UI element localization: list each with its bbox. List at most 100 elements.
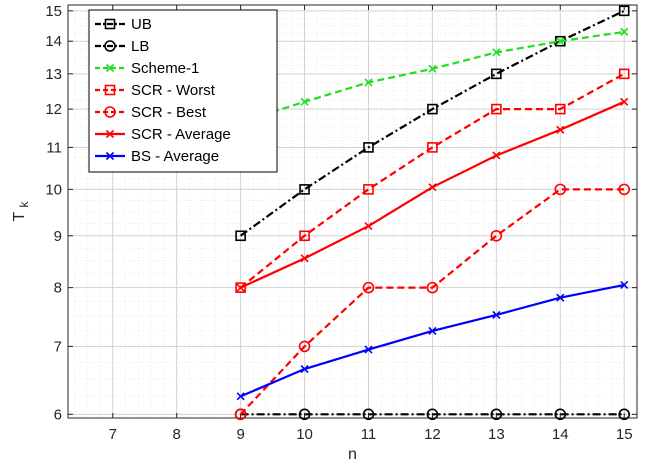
data-point-ub xyxy=(618,5,630,17)
data-point-scheme-1 xyxy=(492,48,501,57)
legend-swatch-marker xyxy=(105,63,115,73)
data-point-scr-average xyxy=(300,254,309,263)
series-scr-best xyxy=(234,183,631,421)
data-point-scheme-1 xyxy=(620,27,629,36)
data-point-ub xyxy=(299,184,310,195)
y-axis-label-main: T xyxy=(11,211,28,221)
y-tick-label: 8 xyxy=(54,280,62,297)
legend-label: SCR - Best xyxy=(131,104,207,121)
data-point-lb xyxy=(298,408,311,421)
legend-label: BS - Average xyxy=(131,148,219,165)
x-axis-label: n xyxy=(348,446,357,463)
legend-item: BS - Average xyxy=(95,148,219,165)
y-tick-label: 9 xyxy=(54,228,62,245)
data-point-scr-worst xyxy=(618,68,630,80)
data-point-scr-average xyxy=(236,283,245,292)
data-point-scr-best xyxy=(426,281,439,294)
series-bs-average xyxy=(236,280,629,401)
data-point-scr-best xyxy=(618,183,631,196)
data-point-scheme-1 xyxy=(556,37,565,46)
y-axis-label: T k xyxy=(11,201,31,222)
axis-ticks xyxy=(68,5,637,418)
data-point-ub xyxy=(363,142,374,153)
data-point-scr-best xyxy=(234,408,247,421)
legend-swatch-marker xyxy=(104,40,116,52)
x-tick-label: 11 xyxy=(361,426,377,443)
series-line-scr-worst xyxy=(239,72,625,289)
legend-item: SCR - Worst xyxy=(95,82,216,99)
y-tick-label: 10 xyxy=(45,181,62,198)
data-point-ub xyxy=(427,103,438,115)
data-point-bs-average xyxy=(236,392,245,401)
data-point-lb xyxy=(426,408,439,421)
data-point-bs-average xyxy=(364,345,373,354)
y-axis-label-subscript: k xyxy=(17,201,31,208)
data-point-scr-average xyxy=(364,222,373,231)
data-point-bs-average xyxy=(428,326,437,336)
legend: UB LB Scheme-1 SCR - Worst SCR - Best SCR - A… xyxy=(88,9,278,173)
y-tick-label: 6 xyxy=(54,406,62,423)
data-point-scr-average xyxy=(556,125,565,134)
x-tick-label: 10 xyxy=(296,426,313,443)
y-tick-label: 14 xyxy=(45,33,62,50)
data-point-scr-average xyxy=(620,97,629,106)
data-point-scr-average xyxy=(428,183,437,192)
legend-item: Scheme-1 xyxy=(95,60,199,77)
series-line-scr-best xyxy=(239,188,625,416)
data-point-lb xyxy=(362,408,375,421)
x-tick-label: 13 xyxy=(488,426,505,443)
legend-label: SCR - Average xyxy=(131,126,231,143)
data-point-scr-worst xyxy=(554,103,566,115)
series-scr-average xyxy=(236,97,629,292)
data-point-scr-worst xyxy=(363,184,374,195)
x-tick-labels: 7 8 9 10 11 12 13 14 15 xyxy=(109,426,633,443)
data-point-ub xyxy=(235,230,246,242)
legend-item: SCR - Best xyxy=(95,104,207,121)
x-tick-label: 15 xyxy=(616,426,633,443)
data-point-lb xyxy=(554,408,567,421)
legend-label: Scheme-1 xyxy=(131,60,199,77)
series-scr-worst xyxy=(235,68,630,293)
data-point-scheme-1 xyxy=(300,97,309,106)
data-point-scr-worst xyxy=(427,142,438,153)
data-point-ub xyxy=(491,68,502,80)
data-point-scr-best xyxy=(490,229,503,242)
legend-swatch-marker xyxy=(105,151,115,161)
data-point-scr-best xyxy=(298,340,311,353)
data-point-scr-best xyxy=(554,183,567,196)
data-point-scr-best xyxy=(362,281,375,294)
y-tick-labels: 6 7 8 9 10 11 12 13 14 15 xyxy=(45,3,62,423)
data-point-lb xyxy=(490,408,503,421)
data-point-bs-average xyxy=(556,293,565,302)
y-tick-label: 15 xyxy=(45,3,62,20)
series-lb xyxy=(234,408,631,421)
x-tick-label: 12 xyxy=(424,426,441,443)
y-tick-label: 11 xyxy=(46,139,62,156)
x-tick-label: 9 xyxy=(236,426,244,443)
plot-frame xyxy=(67,4,638,419)
y-tick-label: 7 xyxy=(54,338,62,355)
data-point-scheme-1 xyxy=(428,64,437,73)
data-point-scr-worst xyxy=(235,282,246,293)
data-point-scr-worst xyxy=(491,103,502,115)
legend-swatch-marker xyxy=(104,18,116,30)
data-point-bs-average xyxy=(492,310,501,319)
series-layer xyxy=(234,5,631,421)
x-tick-label: 8 xyxy=(173,426,181,443)
x-tick-label: 14 xyxy=(552,426,569,443)
y-tick-label: 12 xyxy=(45,101,62,118)
legend-swatch-marker xyxy=(104,106,116,118)
data-point-bs-average xyxy=(300,364,309,374)
x-tick-label: 7 xyxy=(109,426,117,443)
legend-item: UB xyxy=(95,16,152,33)
legend-swatch-marker xyxy=(105,129,115,139)
legend-label: SCR - Worst xyxy=(131,82,216,99)
legend-item: LB xyxy=(95,38,149,55)
legend-label: UB xyxy=(131,16,152,33)
legend-swatch-marker xyxy=(104,84,116,96)
data-point-scheme-1 xyxy=(364,78,373,87)
data-point-scr-average xyxy=(492,151,501,160)
data-point-bs-average xyxy=(620,280,629,289)
data-point-scr-worst xyxy=(299,230,310,242)
